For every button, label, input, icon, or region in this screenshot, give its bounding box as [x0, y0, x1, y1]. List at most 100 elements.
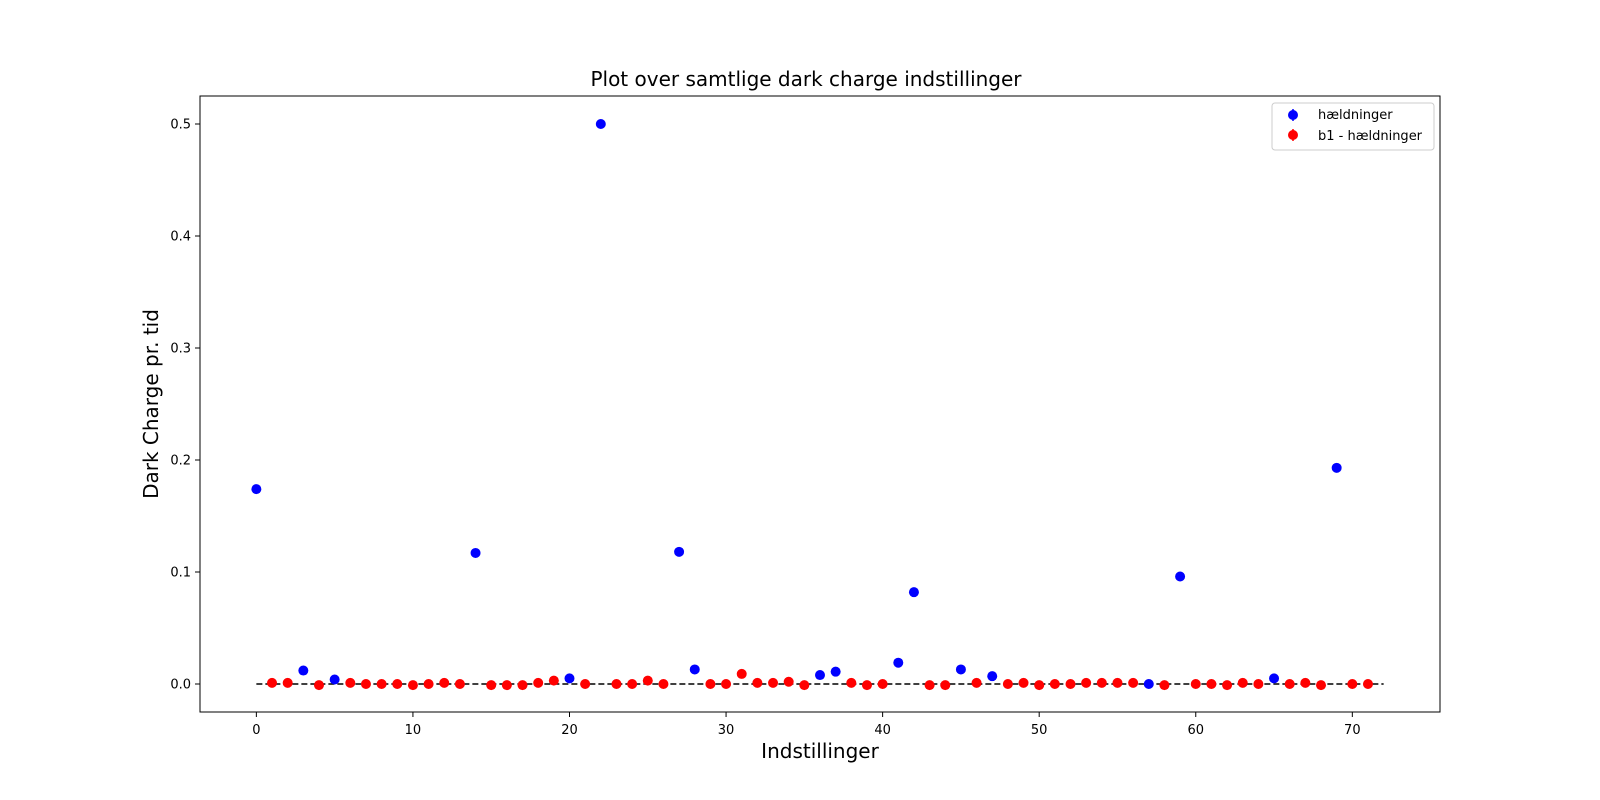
data-point — [627, 679, 638, 689]
data-point — [1049, 679, 1060, 689]
y-tick-label: 0.5 — [170, 118, 191, 133]
legend: hældninger b1 - hældninger — [1271, 102, 1435, 151]
data-point — [1362, 679, 1373, 689]
x-tick-label: 60 — [1187, 723, 1204, 738]
x-tick-label: 10 — [405, 723, 422, 738]
data-point — [908, 587, 919, 598]
data-point — [987, 671, 998, 682]
data-point — [642, 675, 653, 686]
legend-label: b1 - hældninger — [1318, 129, 1423, 144]
x-axis: 0 10 20 30 40 50 60 70 — [252, 712, 1361, 738]
data-point — [815, 670, 825, 681]
data-point — [392, 679, 403, 689]
y-tick-label: 0.4 — [170, 230, 191, 245]
legend-frame — [1271, 102, 1435, 151]
data-point — [721, 679, 732, 689]
data-point — [298, 665, 309, 676]
data-point — [752, 677, 763, 688]
data-point — [1159, 680, 1170, 691]
data-point — [736, 668, 747, 679]
data-point — [674, 546, 685, 557]
y-tick-label: 0.0 — [170, 678, 191, 693]
data-point — [595, 119, 606, 129]
x-tick-label: 50 — [1031, 723, 1048, 738]
data-point — [517, 680, 528, 691]
y-axis-title: Dark Charge pr. tid — [139, 309, 163, 499]
data-point — [689, 664, 700, 675]
data-point — [1300, 677, 1311, 688]
data-point — [251, 484, 262, 495]
x-tick-label: 0 — [252, 723, 260, 738]
data-point — [329, 674, 340, 685]
legend-label: hældninger — [1318, 108, 1393, 123]
data-point — [267, 677, 278, 688]
data-point — [486, 680, 497, 691]
x-tick-label: 40 — [874, 723, 891, 738]
data-point — [924, 680, 935, 691]
data-point — [407, 680, 418, 691]
data-point — [454, 679, 465, 689]
x-tick-label: 30 — [718, 723, 735, 738]
y-tick-label: 0.2 — [170, 454, 191, 469]
data-point — [1175, 571, 1186, 582]
x-axis-title: Indstillinger — [761, 739, 879, 763]
y-tick-label: 0.1 — [170, 566, 191, 581]
data-point — [360, 679, 371, 689]
data-point — [1112, 677, 1123, 688]
data-point — [501, 680, 512, 691]
data-point — [282, 677, 293, 688]
legend-marker-blue — [1288, 110, 1298, 120]
plot-frame — [199, 95, 1441, 713]
legend-marker-red — [1288, 130, 1298, 140]
data-point — [1316, 680, 1327, 691]
data-point — [611, 679, 622, 689]
data-point — [861, 680, 872, 691]
x-tick-label: 70 — [1344, 723, 1361, 738]
data-point — [1237, 677, 1248, 688]
data-point — [1096, 677, 1107, 688]
data-point — [768, 677, 779, 688]
data-point — [971, 677, 982, 688]
x-tick-label: 20 — [561, 723, 578, 738]
data-point — [345, 677, 356, 688]
data-point — [1034, 680, 1045, 691]
data-point — [1128, 677, 1139, 688]
data-point — [470, 547, 481, 558]
series-0 — [251, 119, 1342, 689]
chart-title: Plot over samtlige dark charge indstilli… — [590, 67, 1022, 91]
data-point — [940, 680, 951, 691]
data-point — [705, 679, 716, 689]
plot-area — [251, 119, 1384, 691]
data-point — [376, 679, 387, 689]
data-point — [564, 673, 575, 684]
data-point — [1190, 679, 1201, 689]
data-point — [313, 680, 324, 691]
data-point — [783, 676, 794, 687]
data-point — [1018, 677, 1029, 688]
data-point — [533, 677, 544, 688]
data-point — [830, 666, 841, 677]
data-point — [893, 657, 904, 668]
series-1 — [267, 668, 1373, 691]
data-point — [580, 679, 591, 689]
legend-entry-b1-haeldninger: b1 - hældninger — [1288, 129, 1423, 144]
data-point — [1284, 679, 1295, 689]
data-point — [1269, 673, 1280, 684]
data-point — [846, 677, 857, 688]
data-point — [877, 679, 888, 689]
data-point — [1222, 680, 1233, 691]
data-point — [1081, 677, 1092, 688]
data-point — [799, 680, 810, 691]
data-point — [423, 679, 434, 689]
data-point — [548, 675, 559, 686]
data-point — [1143, 679, 1154, 689]
legend-entry-haeldninger: hældninger — [1288, 108, 1393, 123]
data-point — [439, 677, 450, 688]
data-point — [1206, 679, 1217, 689]
y-tick-label: 0.3 — [170, 342, 191, 357]
y-axis: 0.0 0.1 0.2 0.3 0.4 0.5 — [170, 118, 200, 693]
data-point — [658, 679, 669, 689]
data-point — [1331, 462, 1342, 473]
data-point — [1065, 679, 1076, 689]
